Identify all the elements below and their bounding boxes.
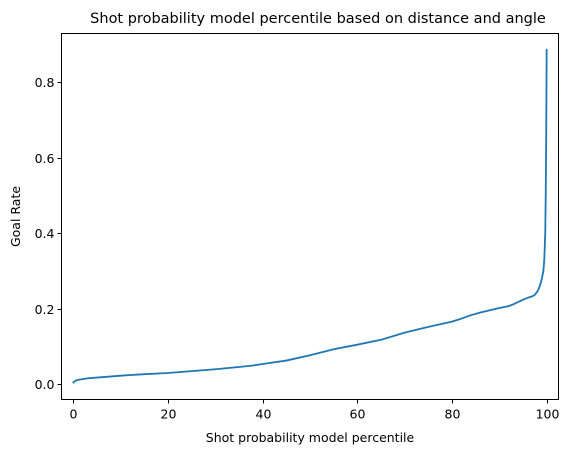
x-tick-label: 80 [445,407,461,422]
y-axis: 0.0 0.2 0.4 0.6 0.8 [35,75,62,392]
x-axis: 0 20 40 60 80 100 [70,399,560,422]
x-tick-label: 40 [256,407,272,422]
y-tick-label: 0.8 [35,75,55,90]
y-tick-label: 0.4 [35,226,55,241]
goal-rate-line [72,48,548,384]
y-axis-label: Goal Rate [8,186,23,247]
y-tick-label: 0.2 [35,302,55,317]
x-tick-label: 100 [536,407,560,422]
axes-frame [61,33,559,400]
x-tick-label: 0 [70,407,78,422]
plot-area [61,33,559,400]
y-tick-label: 0.0 [35,377,55,392]
chart-title: Shot probability model percentile based … [90,11,546,27]
x-axis-label: Shot probability model percentile [206,430,415,445]
y-tick-label: 0.6 [35,151,55,166]
x-tick-label: 20 [161,407,177,422]
x-tick-label: 60 [350,407,366,422]
